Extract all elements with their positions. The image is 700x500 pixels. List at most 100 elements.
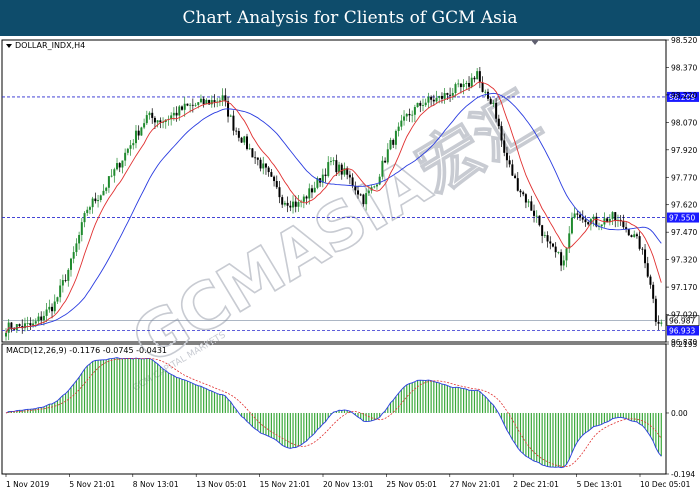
candle-body — [105, 187, 108, 191]
candle-body — [324, 174, 327, 177]
candle-body — [608, 218, 611, 223]
candle-body — [625, 227, 628, 230]
candle-body — [389, 140, 392, 150]
x-tick-label: 15 Nov 21:01 — [260, 480, 311, 489]
candle-body — [15, 324, 18, 330]
candle-body — [151, 112, 154, 118]
candle-body — [505, 152, 508, 161]
candle-body — [45, 309, 48, 316]
candle-body — [495, 102, 498, 119]
candle-body — [446, 93, 449, 95]
dropdown-triangle-icon[interactable] — [6, 44, 12, 48]
candle-body — [384, 160, 387, 163]
candle-body — [652, 284, 655, 299]
candle-body — [248, 148, 251, 150]
candle-body — [202, 98, 205, 105]
candle-body — [199, 98, 202, 103]
candle-body — [635, 234, 638, 237]
candle-body — [275, 181, 278, 188]
candle-body — [646, 263, 649, 277]
candle-body — [75, 243, 78, 253]
candle-body — [178, 106, 181, 116]
candle-body — [72, 252, 75, 259]
candle-body — [218, 100, 221, 102]
candle-body — [500, 126, 503, 141]
candle-body — [338, 164, 341, 173]
chart-title: Chart Analysis for Clients of GCM Asia — [182, 8, 518, 28]
candle-body — [183, 103, 186, 110]
candle-body — [527, 201, 530, 203]
candle-body — [549, 241, 552, 244]
candle-body — [254, 157, 257, 159]
candle-body — [94, 198, 97, 202]
candle-body — [262, 163, 265, 169]
shift-marker-icon[interactable] — [531, 40, 539, 45]
fast-ma-line — [5, 81, 662, 334]
candle-body — [59, 285, 62, 298]
candle-body — [432, 99, 435, 102]
candle-body — [134, 130, 137, 144]
level-tag-label: 96.933 — [669, 326, 695, 335]
candle-body — [522, 192, 525, 195]
candle-body — [205, 99, 208, 105]
moving-averages — [5, 81, 662, 334]
candle-body — [530, 201, 533, 211]
macd-line — [5, 357, 662, 469]
level-tag-label: 98.209 — [669, 93, 695, 102]
x-tick-label: 20 Nov 13:01 — [323, 480, 374, 489]
candle-body — [657, 321, 660, 324]
candle-body — [362, 194, 365, 205]
candle-body — [592, 216, 595, 220]
candle-body — [354, 185, 357, 191]
candle-body — [419, 102, 422, 106]
y-tick-label: 98.370 — [671, 63, 697, 72]
candle-body — [235, 130, 238, 132]
macd-drawing — [5, 357, 662, 469]
candle-body — [270, 172, 273, 177]
candle-body — [97, 200, 100, 202]
candle-body — [300, 201, 303, 203]
candle-body — [397, 126, 400, 131]
candle-body — [386, 149, 389, 163]
candle-body — [23, 323, 26, 329]
candle-body — [132, 143, 135, 146]
candle-body — [5, 332, 7, 337]
candle-body — [359, 194, 362, 196]
candle-body — [148, 112, 151, 116]
x-tick-label: 5 Nov 21:01 — [69, 480, 115, 489]
candle-body — [191, 104, 194, 106]
candle-body — [175, 112, 178, 116]
candle-body — [221, 95, 224, 101]
candle-body — [113, 169, 116, 176]
candle-body — [61, 280, 64, 286]
candle-body — [110, 175, 113, 177]
candle-body — [305, 196, 308, 199]
candle-body — [611, 212, 614, 219]
macd-y-tick-label: -0.194 — [671, 470, 695, 479]
candle-body — [459, 83, 462, 88]
candle-body — [427, 96, 430, 103]
candle-body — [560, 252, 563, 266]
candle-body — [508, 160, 511, 165]
candle-body — [644, 249, 647, 264]
candle-body — [164, 119, 167, 123]
candle-body — [245, 136, 248, 149]
x-tick-label: 8 Nov 13:01 — [133, 480, 179, 489]
level-tag — [667, 212, 699, 223]
candle-body — [194, 104, 197, 106]
candle-body — [51, 306, 54, 312]
candle-body — [411, 114, 414, 116]
candle-body — [259, 159, 262, 169]
candle-body — [503, 140, 506, 153]
candle-body — [468, 82, 471, 87]
candle-body — [335, 160, 338, 173]
candle-body — [562, 260, 565, 266]
candle-body — [48, 306, 51, 310]
candle-body — [208, 99, 211, 105]
candle-body — [489, 98, 492, 104]
candle-body — [243, 136, 246, 143]
candle-body — [237, 131, 240, 138]
candle-body — [473, 77, 476, 80]
candle-body — [10, 322, 13, 330]
